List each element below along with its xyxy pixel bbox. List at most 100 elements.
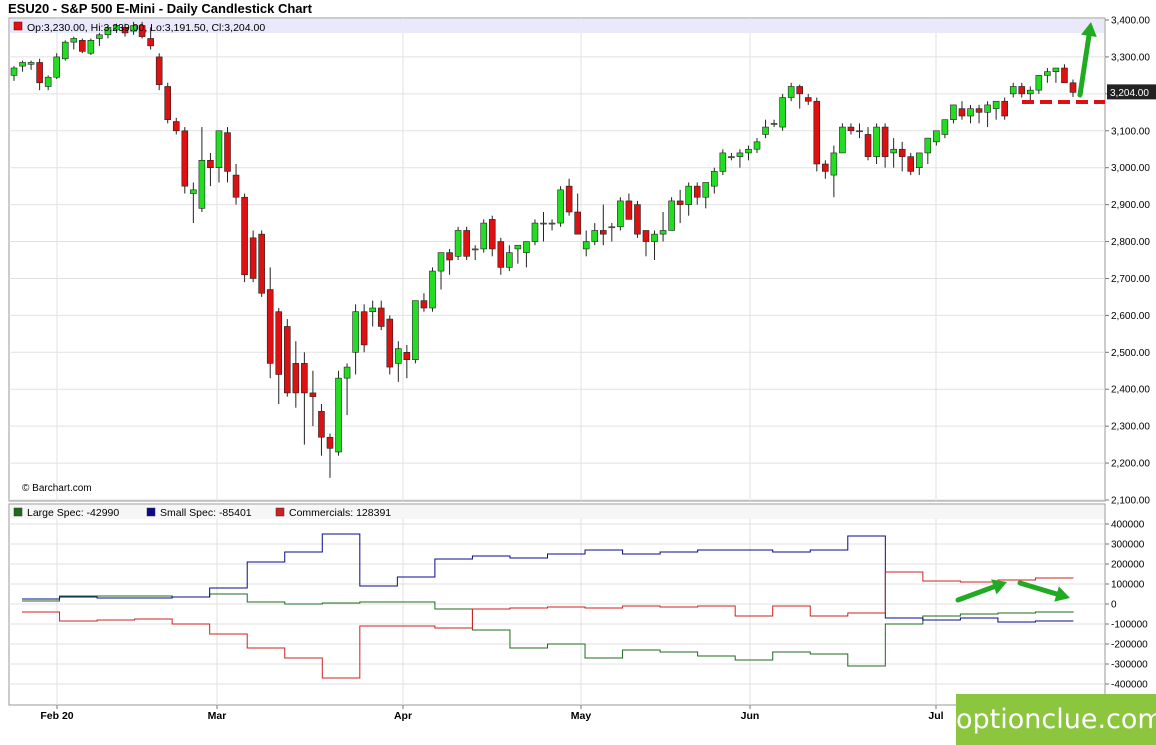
candle-body bbox=[591, 230, 599, 242]
candle-body bbox=[190, 189, 197, 194]
candle-body bbox=[1027, 89, 1034, 95]
candle bbox=[497, 237, 505, 275]
candle-body bbox=[480, 222, 488, 250]
cot-grid bbox=[8, 503, 1106, 706]
candle-body bbox=[266, 289, 274, 364]
ohlc-band-bg bbox=[10, 19, 1104, 33]
candle bbox=[608, 223, 616, 242]
candle bbox=[1001, 97, 1008, 120]
candle bbox=[181, 127, 189, 194]
legend-label: Small Spec: -85401 bbox=[160, 507, 252, 519]
candle bbox=[301, 352, 308, 445]
candle bbox=[506, 245, 513, 272]
price-tick-label: 2,600.00 bbox=[1111, 311, 1150, 322]
candle bbox=[924, 137, 932, 164]
candle-body bbox=[224, 132, 231, 172]
candle bbox=[847, 123, 855, 135]
candle bbox=[719, 149, 727, 176]
candle bbox=[651, 230, 658, 260]
candle bbox=[36, 58, 43, 91]
candle bbox=[813, 97, 821, 172]
candle-body bbox=[1052, 67, 1060, 72]
candle-body bbox=[301, 363, 308, 394]
candle bbox=[873, 123, 880, 164]
candle bbox=[822, 160, 829, 179]
candle-body bbox=[779, 97, 786, 128]
candle-body bbox=[352, 311, 359, 353]
candle-body bbox=[147, 38, 154, 47]
ohlc-swatch bbox=[13, 21, 23, 31]
candle-body bbox=[830, 152, 838, 176]
candle-body bbox=[44, 76, 52, 87]
candle-body bbox=[924, 137, 932, 154]
candle-body bbox=[172, 121, 180, 132]
candle-body bbox=[1001, 100, 1008, 117]
candle-body bbox=[164, 86, 172, 120]
candle-body bbox=[881, 126, 889, 157]
candle-body bbox=[215, 130, 223, 168]
candle bbox=[531, 219, 539, 246]
up-arrow bbox=[1077, 22, 1097, 98]
candle-body bbox=[958, 108, 966, 117]
candle bbox=[898, 141, 906, 172]
candle-body bbox=[599, 230, 607, 235]
candle bbox=[967, 104, 974, 124]
candle-body bbox=[61, 41, 69, 60]
candle bbox=[557, 186, 564, 227]
candle bbox=[446, 248, 453, 275]
candle bbox=[745, 145, 752, 161]
candle bbox=[369, 300, 376, 327]
candle bbox=[53, 53, 60, 80]
candle-body bbox=[847, 126, 855, 132]
candle bbox=[958, 101, 966, 120]
candle-body bbox=[284, 326, 291, 394]
candle-body bbox=[471, 248, 479, 251]
price-tick-label: 2,100.00 bbox=[1111, 496, 1150, 507]
candle bbox=[335, 370, 342, 456]
candle bbox=[634, 200, 641, 238]
candle-body bbox=[343, 366, 351, 379]
candle-body bbox=[454, 230, 462, 257]
candle bbox=[309, 370, 317, 427]
candle bbox=[625, 193, 633, 220]
candle-body bbox=[232, 174, 240, 198]
candle bbox=[1044, 68, 1051, 83]
candle bbox=[258, 230, 265, 297]
candle-body bbox=[113, 25, 120, 30]
price-tick-label: 2,300.00 bbox=[1111, 422, 1150, 433]
ohlc-label: Op:3,230.00, Hi:3,239.00, Lo:3,191.50, C… bbox=[27, 22, 265, 34]
candle-body bbox=[693, 185, 701, 198]
candle-body bbox=[1069, 82, 1077, 93]
candle bbox=[138, 21, 146, 39]
price-axis: 3,400.003,300.003,200.003,100.003,000.00… bbox=[1105, 16, 1156, 507]
candle-body bbox=[386, 318, 394, 368]
candle bbox=[207, 152, 214, 187]
cot-down-arrow bbox=[1017, 580, 1070, 602]
candle-body bbox=[241, 196, 248, 276]
candle-body bbox=[907, 156, 915, 172]
candle bbox=[70, 36, 78, 50]
candle-body bbox=[420, 300, 428, 309]
candle bbox=[617, 197, 624, 231]
arrow-shaft bbox=[955, 584, 997, 603]
candle bbox=[104, 25, 112, 39]
candle-body bbox=[540, 222, 547, 225]
candle bbox=[130, 21, 137, 35]
candle bbox=[856, 123, 863, 139]
candle bbox=[890, 138, 897, 168]
candle bbox=[728, 152, 735, 161]
candle-body bbox=[864, 134, 872, 157]
candle-body bbox=[762, 126, 769, 135]
candle-body bbox=[360, 311, 368, 346]
candle-body bbox=[941, 119, 949, 135]
candle bbox=[753, 138, 761, 153]
price-pane-frame bbox=[8, 17, 1106, 502]
chart-title: ESU20 - S&P 500 E-Mini - Daily Candlesti… bbox=[8, 1, 312, 16]
cot-tick-label: 300000 bbox=[1111, 540, 1145, 551]
candle bbox=[343, 363, 351, 416]
candle bbox=[241, 193, 248, 283]
candle bbox=[787, 82, 795, 102]
candle bbox=[565, 178, 573, 216]
candle-body bbox=[1061, 67, 1068, 84]
